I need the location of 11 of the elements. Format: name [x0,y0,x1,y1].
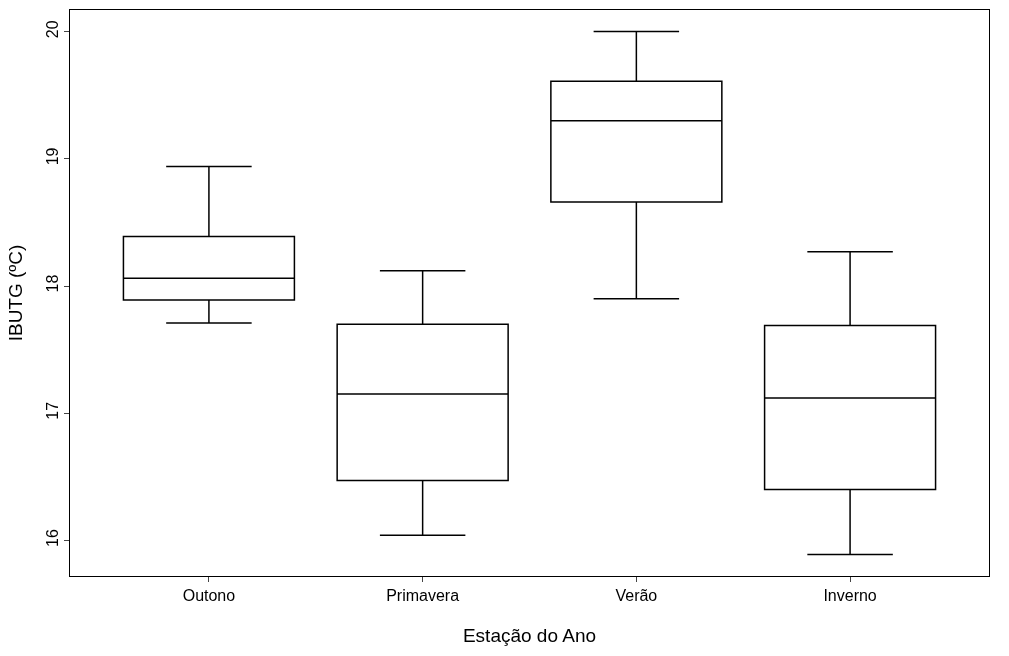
x-tick-label: Primavera [386,587,460,605]
y-tick-label: 18 [43,274,61,293]
x-tick-label: Inverno [823,587,877,605]
y-tick-label: 19 [43,147,61,166]
x-tick-label: Verão [615,587,658,605]
x-tick-label: Outono [182,587,236,605]
y-axis-title: IBUTG (ºC) [5,244,27,342]
x-axis-title: Estação do Ano [462,625,597,646]
y-tick-label: 16 [43,528,61,547]
y-tick-label: 17 [43,401,61,420]
y-tick-label: 20 [43,20,61,39]
